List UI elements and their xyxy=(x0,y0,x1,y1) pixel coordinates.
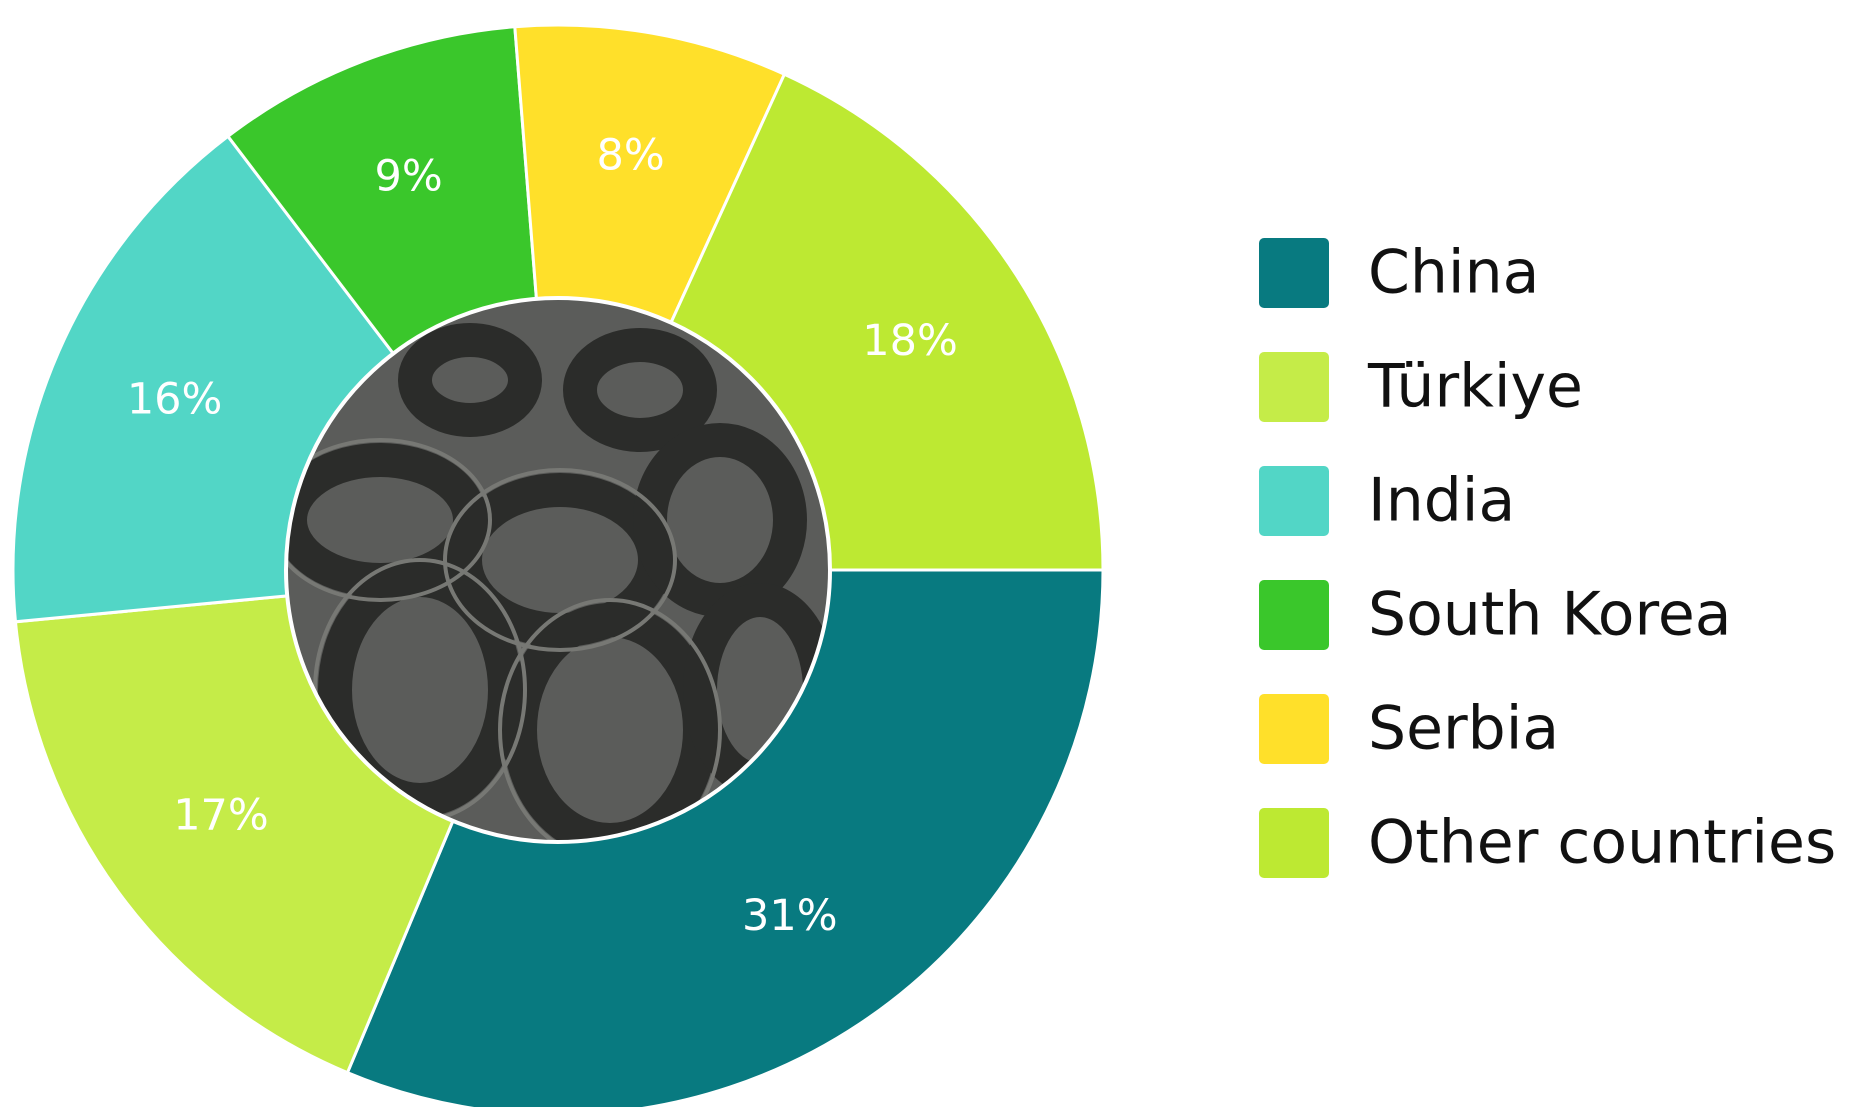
legend-label: Türkiye xyxy=(1367,352,1583,422)
legend-label: South Korea xyxy=(1368,580,1732,650)
legend: China Türkiye India South Korea Serbia Other … xyxy=(1259,238,1836,878)
legend-swatch xyxy=(1259,466,1329,536)
legend-label: Other countries xyxy=(1368,808,1836,878)
legend-swatch xyxy=(1259,238,1329,308)
value-label: 16% xyxy=(127,375,223,425)
center-photo xyxy=(286,298,830,842)
value-label: 8% xyxy=(597,130,665,180)
value-label: 18% xyxy=(862,316,958,366)
legend-swatch xyxy=(1259,352,1329,422)
value-label: 9% xyxy=(375,152,443,202)
legend-label: China xyxy=(1368,238,1539,308)
slices: 31% 17% 16% 9% 8% 18% xyxy=(11,23,1105,1107)
legend-swatch xyxy=(1259,694,1329,764)
value-label: 31% xyxy=(742,891,838,941)
legend-label: India xyxy=(1368,466,1515,536)
legend-label: Serbia xyxy=(1368,694,1559,764)
center-ring xyxy=(284,296,832,844)
legend-swatch xyxy=(1259,808,1329,878)
value-label: 17% xyxy=(173,791,269,841)
legend-swatch xyxy=(1259,580,1329,650)
